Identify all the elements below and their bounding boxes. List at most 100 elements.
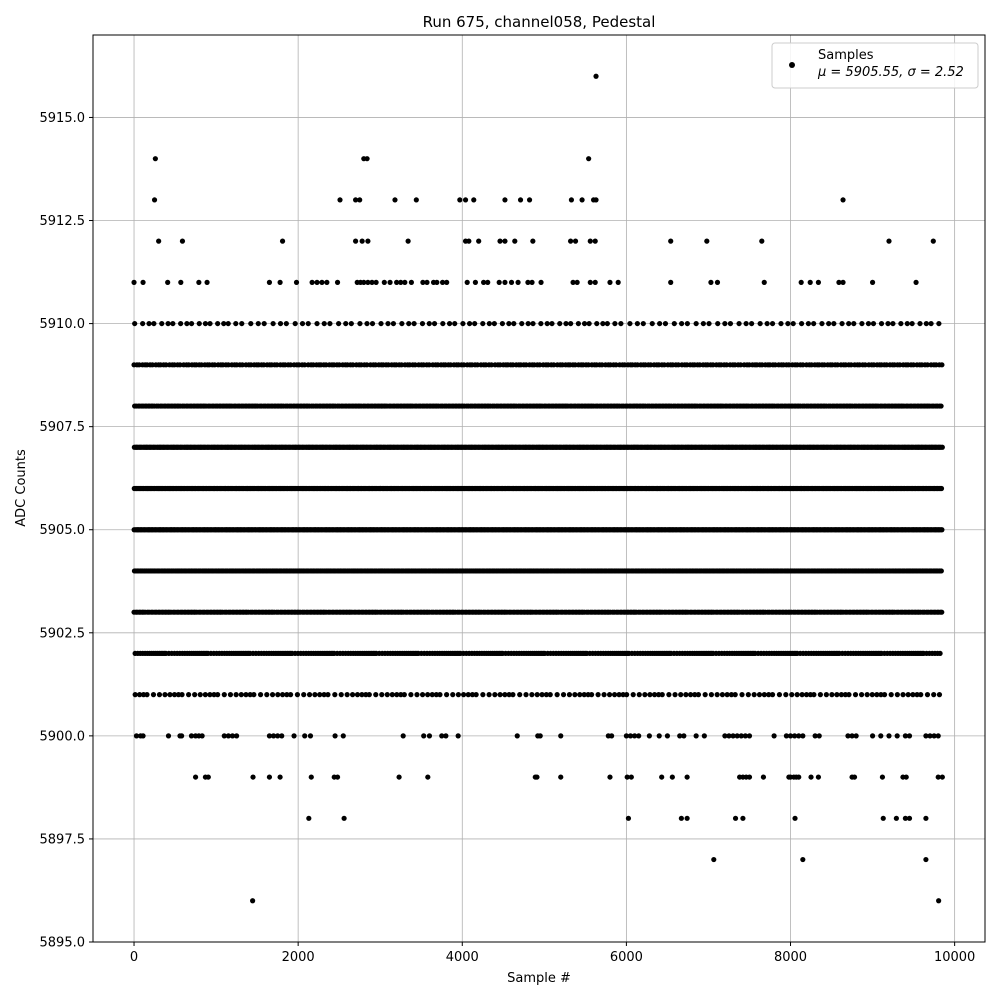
data-point — [486, 320, 492, 327]
data-point — [150, 692, 157, 698]
data-point — [624, 774, 630, 780]
data-point — [472, 320, 478, 327]
data-point — [188, 733, 195, 739]
data-point — [935, 733, 941, 739]
data-point — [684, 320, 690, 327]
data-point — [811, 320, 817, 327]
data-point — [170, 320, 176, 327]
data-point — [496, 279, 502, 285]
data-point — [586, 320, 592, 327]
data-point — [700, 320, 706, 327]
data-point — [178, 320, 184, 327]
data-point — [373, 279, 379, 285]
data-point — [558, 733, 564, 739]
data-point — [266, 279, 273, 285]
data-point — [746, 774, 753, 780]
data-point — [789, 692, 795, 698]
data-point — [429, 692, 435, 698]
data-point — [581, 320, 588, 327]
data-point — [464, 279, 470, 285]
data-point — [221, 692, 227, 698]
data-point — [787, 733, 794, 739]
data-point — [207, 692, 213, 698]
legend-stats-label: μ = 5905.55, σ = 2.52 — [817, 65, 964, 80]
x-tick-label: 6000 — [610, 950, 643, 965]
data-point — [914, 692, 920, 698]
data-point — [642, 692, 648, 698]
data-point — [625, 815, 632, 821]
data-point — [749, 320, 755, 327]
data-point — [679, 320, 685, 327]
data-point — [419, 692, 426, 698]
data-point — [186, 692, 192, 698]
data-point — [261, 320, 267, 327]
data-point — [798, 279, 804, 285]
data-point — [640, 320, 646, 327]
data-point — [563, 320, 569, 327]
data-point — [343, 320, 349, 327]
data-point — [902, 815, 909, 821]
data-point — [156, 692, 163, 698]
data-point — [708, 279, 714, 285]
data-point — [408, 279, 414, 285]
data-point — [444, 279, 450, 285]
data-point — [760, 774, 767, 780]
data-point — [931, 692, 937, 698]
data-point — [499, 320, 506, 327]
data-point — [233, 320, 239, 327]
data-point — [225, 320, 231, 327]
data-point — [302, 733, 308, 739]
data-point — [649, 320, 655, 327]
data-point — [199, 733, 205, 739]
data-point — [646, 733, 652, 739]
data-point — [761, 279, 767, 285]
data-point — [893, 815, 899, 821]
plot-frame — [92, 34, 986, 943]
data-point — [364, 320, 370, 327]
data-point — [938, 403, 944, 409]
data-point — [766, 692, 772, 698]
data-point — [508, 279, 515, 285]
data-point — [785, 320, 791, 327]
data-point — [178, 279, 184, 285]
data-point — [924, 692, 931, 698]
data-point — [672, 692, 678, 698]
data-point — [334, 774, 341, 780]
data-point — [738, 362, 744, 368]
data-point — [751, 692, 757, 698]
data-point — [359, 692, 365, 698]
data-point — [443, 692, 450, 698]
data-point — [279, 238, 286, 244]
data-point — [502, 238, 508, 244]
data-point — [826, 320, 832, 327]
data-point — [132, 692, 138, 698]
data-point — [378, 320, 384, 327]
data-point — [344, 692, 350, 698]
data-point — [277, 774, 283, 780]
data-point — [592, 238, 598, 244]
data-point — [179, 238, 186, 244]
data-point — [594, 320, 600, 327]
data-point — [829, 692, 835, 698]
data-point — [491, 320, 497, 327]
data-point — [332, 692, 338, 698]
data-point — [192, 692, 198, 698]
data-point — [284, 692, 290, 698]
data-point — [840, 197, 846, 203]
data-point — [764, 320, 770, 327]
data-point — [279, 692, 286, 698]
data-point — [426, 362, 432, 368]
data-point — [314, 279, 320, 285]
data-point — [255, 320, 261, 327]
data-point — [425, 692, 431, 698]
data-point — [396, 774, 402, 780]
data-point — [627, 733, 634, 739]
data-point — [757, 320, 763, 327]
data-point — [923, 815, 929, 821]
data-point — [502, 692, 508, 698]
data-point — [357, 197, 363, 203]
data-point — [277, 320, 284, 327]
data-point — [618, 320, 624, 327]
data-point — [595, 692, 601, 698]
data-point — [270, 733, 277, 739]
